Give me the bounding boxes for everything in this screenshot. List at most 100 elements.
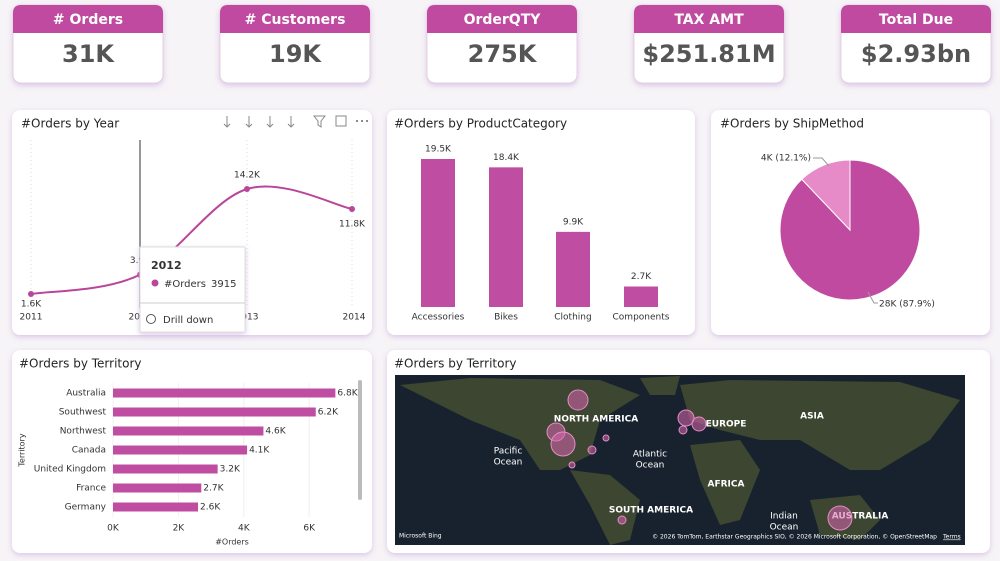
toolbar-icon	[223, 116, 231, 128]
bar	[113, 426, 264, 436]
more-dot	[356, 120, 358, 122]
bar	[624, 286, 658, 307]
drill-icon	[146, 314, 156, 324]
map-bubble	[691, 416, 707, 432]
bar	[113, 483, 202, 493]
map-bubble	[587, 445, 597, 455]
y-tick-label: Northwest	[60, 427, 107, 437]
toolbar-icon	[287, 116, 295, 128]
x-tick-label: Accessories	[412, 313, 465, 323]
card-label: OrderQTY	[464, 12, 542, 28]
x-axis-title: #Orders	[215, 538, 249, 547]
x-tick-label: Components	[613, 313, 670, 323]
card-value: 19K	[269, 40, 322, 68]
map-provider: Microsoft Bing	[399, 533, 442, 540]
card-header	[220, 5, 370, 33]
map-label: Pacific	[494, 447, 523, 457]
data-label: 14.2K	[234, 171, 261, 181]
data-label: 2.7K	[631, 272, 652, 282]
bar	[113, 388, 336, 398]
x-tick-label: 2011	[20, 313, 43, 323]
map-land	[680, 380, 960, 470]
card-value: 275K	[468, 40, 538, 68]
data-label: 3.2K	[220, 465, 241, 475]
x-tick-label: 2013	[236, 313, 259, 323]
panel	[387, 110, 695, 335]
card-label: TAX AMT	[674, 12, 744, 28]
more-dot	[361, 120, 363, 122]
point	[244, 186, 250, 192]
line	[30, 185, 353, 295]
map-label: ASIA	[800, 412, 824, 422]
map-label: EUROPE	[706, 420, 747, 430]
leader	[867, 291, 878, 304]
map-label: AUSTRALIA	[832, 512, 889, 522]
x-tick-label: 0K	[107, 524, 120, 534]
chart-title: #Orders by ProductCategory	[394, 117, 567, 131]
focus-icon	[335, 115, 347, 127]
card-label: Total Due	[879, 12, 953, 28]
y-tick-label: Germany	[65, 503, 107, 513]
card-header	[427, 5, 577, 33]
data-label: 9.9K	[563, 217, 584, 227]
bar	[113, 445, 248, 455]
data-label: 19.5K	[425, 145, 452, 155]
more-dot	[366, 120, 368, 122]
card-header	[13, 5, 163, 33]
tooltip-value: 3915	[211, 279, 236, 290]
bar	[556, 231, 590, 307]
scrollbar	[358, 380, 362, 500]
map-land	[640, 376, 680, 395]
leader	[813, 157, 830, 167]
data-label: 18.4K	[493, 153, 520, 163]
data-label: 11.8K	[339, 220, 366, 230]
map-attribution: © 2026 TomTom, Earthstar Geographics SIO…	[652, 534, 937, 541]
map-label: Ocean	[770, 523, 799, 533]
chart-title: #Orders by Year	[21, 117, 119, 131]
map-label: AFRICA	[708, 480, 745, 490]
chart-title: #Orders by Territory	[19, 357, 142, 371]
map-bubble	[567, 389, 589, 411]
data-label: 4K (12.1%)	[761, 154, 811, 164]
point	[349, 206, 355, 212]
panel	[12, 110, 372, 335]
chart-title: #Orders by Territory	[394, 357, 517, 371]
map-label: Ocean	[636, 461, 665, 471]
x-tick-label: Clothing	[554, 313, 591, 323]
map-bubble	[677, 409, 695, 427]
card-header	[634, 5, 784, 33]
map-label: Indian	[770, 512, 798, 522]
card-label: # Customers	[245, 12, 346, 28]
data-label: 1.6K	[21, 300, 42, 310]
pie-slice	[801, 159, 851, 232]
data-label: 6.2K	[318, 408, 339, 418]
toolbar-icon	[245, 116, 253, 128]
x-tick-label: 2K	[173, 524, 186, 534]
data-label: 2.7K	[203, 484, 224, 494]
card-value: $251.81M	[642, 40, 775, 68]
tooltip-title: 2012	[151, 259, 182, 272]
x-tick-label: 4K	[238, 524, 251, 534]
tooltip	[139, 246, 246, 333]
bar	[113, 464, 218, 474]
data-label: 4.6K	[265, 427, 286, 437]
card-value: $2.93bn	[861, 40, 971, 68]
map-bubble	[827, 505, 853, 531]
point	[28, 291, 34, 297]
y-axis-title: Territory	[18, 433, 27, 467]
map-land	[570, 470, 640, 545]
map-bubble	[550, 431, 576, 457]
x-tick-label: 2014	[343, 313, 366, 323]
tooltip-action[interactable]: Drill down	[163, 315, 213, 326]
card-label: # Orders	[53, 12, 123, 28]
map-terms[interactable]: Terms	[942, 534, 961, 541]
map-bubble	[678, 425, 688, 435]
map-bubble	[602, 434, 610, 442]
toolbar-icon	[266, 116, 274, 128]
y-tick-label: Australia	[66, 389, 106, 399]
map-bubble	[568, 461, 576, 469]
map-label: SOUTH AMERICA	[609, 506, 693, 516]
data-label: 4.1K	[249, 446, 270, 456]
map-bubble	[617, 515, 627, 525]
